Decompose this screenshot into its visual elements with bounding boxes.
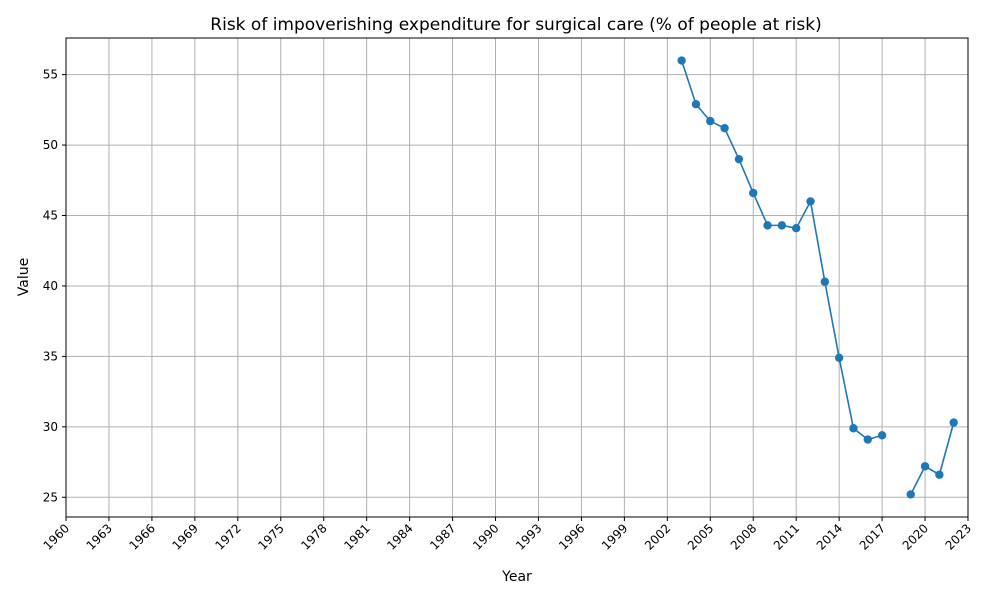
data-point <box>677 56 686 65</box>
y-tick-label: 50 <box>43 138 58 152</box>
data-point <box>863 435 872 444</box>
x-axis-title: Year <box>501 569 532 585</box>
series-layer <box>677 56 958 499</box>
data-point <box>734 154 744 164</box>
data-point <box>791 223 801 233</box>
data-point <box>877 431 887 440</box>
data-point <box>834 353 844 363</box>
series-line <box>910 422 955 495</box>
y-tick-label: 35 <box>43 349 58 363</box>
y-axis: 25 30 35 40 45 50 55 <box>43 68 66 504</box>
data-point <box>763 221 772 230</box>
data-point <box>749 188 758 198</box>
y-axis-title: Value <box>16 258 32 296</box>
data-point <box>820 277 830 286</box>
data-point <box>949 418 958 427</box>
data-point <box>906 490 915 499</box>
data-point <box>706 116 715 126</box>
y-tick-label: 25 <box>43 490 58 504</box>
y-tick-label: 55 <box>43 68 58 82</box>
data-point <box>691 100 701 109</box>
y-tick-label: 45 <box>43 209 58 223</box>
data-point <box>720 123 729 133</box>
data-point <box>920 462 930 471</box>
data-point <box>777 221 787 230</box>
y-tick-label: 30 <box>43 420 58 434</box>
plot-frame <box>65 37 969 518</box>
grid-lines <box>65 38 969 517</box>
y-tick-label: 40 <box>43 279 58 293</box>
data-point <box>935 470 944 479</box>
data-point <box>806 197 815 206</box>
chart-title: Risk of impoverishing expenditure for su… <box>210 15 821 35</box>
data-point <box>849 424 858 433</box>
